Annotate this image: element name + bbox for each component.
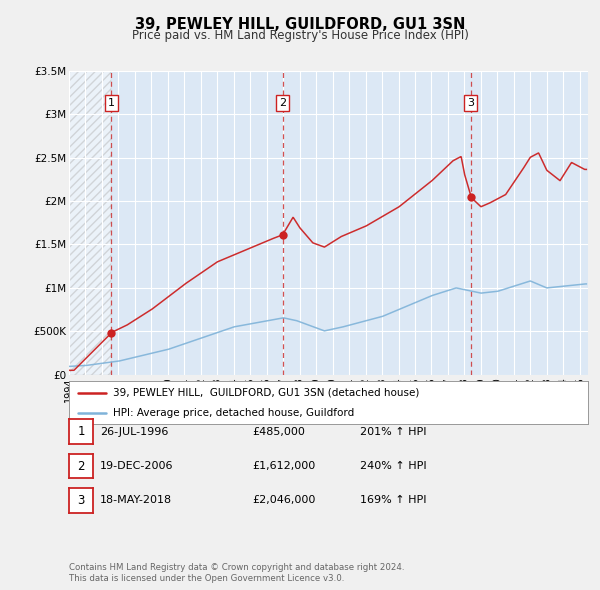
Text: 26-JUL-1996: 26-JUL-1996 bbox=[100, 427, 169, 437]
Text: £2,046,000: £2,046,000 bbox=[252, 496, 316, 505]
Text: This data is licensed under the Open Government Licence v3.0.: This data is licensed under the Open Gov… bbox=[69, 574, 344, 583]
Text: 39, PEWLEY HILL,  GUILDFORD, GU1 3SN (detached house): 39, PEWLEY HILL, GUILDFORD, GU1 3SN (det… bbox=[113, 388, 419, 398]
Text: £1,612,000: £1,612,000 bbox=[252, 461, 315, 471]
Bar bbox=[69, 71, 112, 375]
Text: Price paid vs. HM Land Registry's House Price Index (HPI): Price paid vs. HM Land Registry's House … bbox=[131, 30, 469, 42]
Text: Contains HM Land Registry data © Crown copyright and database right 2024.: Contains HM Land Registry data © Crown c… bbox=[69, 563, 404, 572]
Text: £485,000: £485,000 bbox=[252, 427, 305, 437]
Text: 201% ↑ HPI: 201% ↑ HPI bbox=[360, 427, 427, 437]
Text: 39, PEWLEY HILL, GUILDFORD, GU1 3SN: 39, PEWLEY HILL, GUILDFORD, GU1 3SN bbox=[135, 17, 465, 31]
Text: 169% ↑ HPI: 169% ↑ HPI bbox=[360, 496, 427, 505]
Text: 2: 2 bbox=[279, 98, 286, 108]
Text: HPI: Average price, detached house, Guildford: HPI: Average price, detached house, Guil… bbox=[113, 408, 355, 418]
Text: 1: 1 bbox=[77, 425, 85, 438]
Text: 1: 1 bbox=[108, 98, 115, 108]
Text: 3: 3 bbox=[467, 98, 474, 108]
Text: 2: 2 bbox=[77, 460, 85, 473]
Text: 18-MAY-2018: 18-MAY-2018 bbox=[100, 496, 172, 505]
Text: 240% ↑ HPI: 240% ↑ HPI bbox=[360, 461, 427, 471]
Text: 3: 3 bbox=[77, 494, 85, 507]
Text: 19-DEC-2006: 19-DEC-2006 bbox=[100, 461, 174, 471]
